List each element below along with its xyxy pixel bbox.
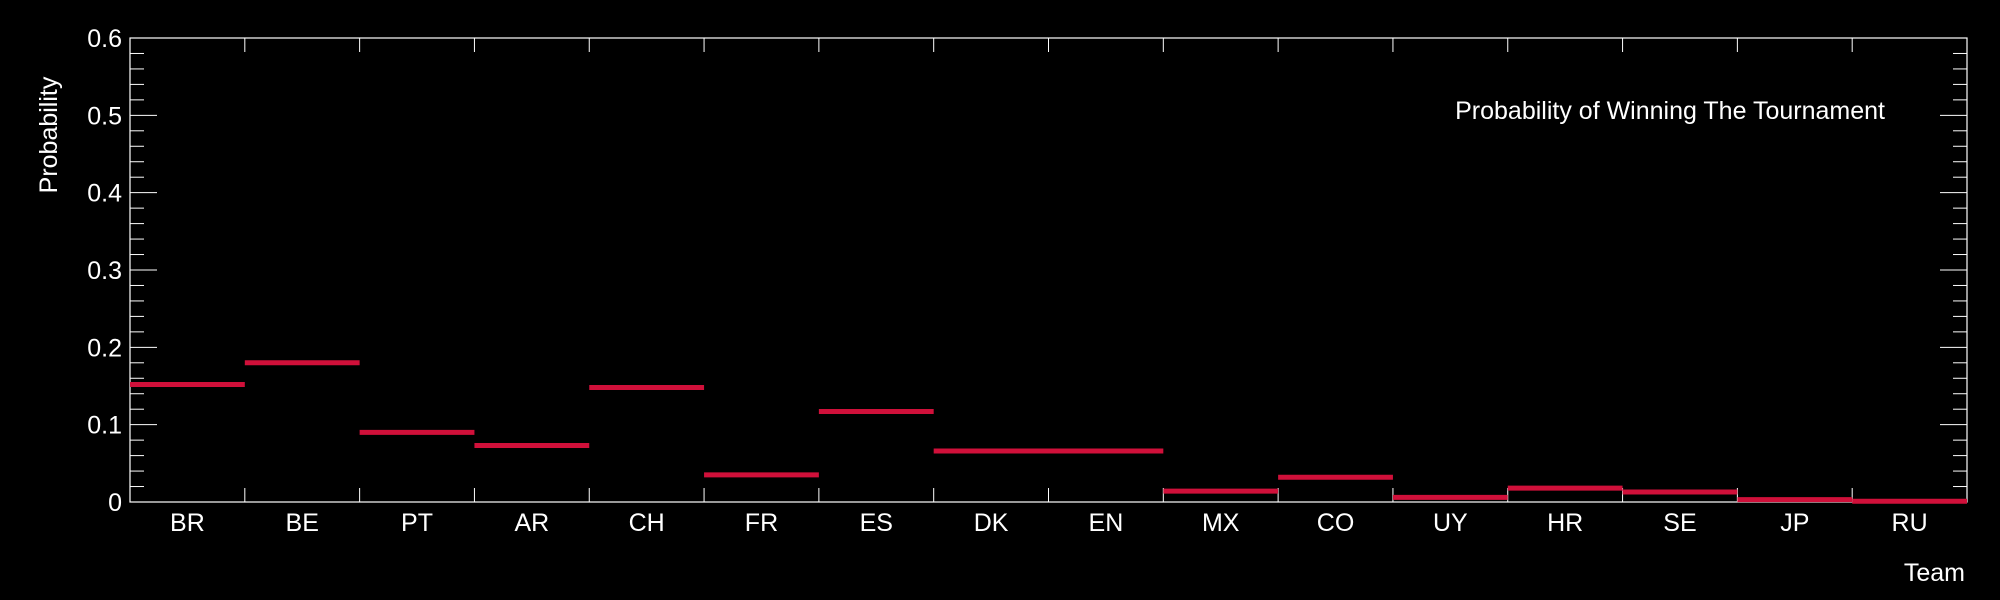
x-tick-label: PT xyxy=(401,509,433,537)
y-tick-label: 0.4 xyxy=(87,180,122,208)
x-tick-label: DK xyxy=(974,509,1009,537)
x-tick-label: SE xyxy=(1663,509,1696,537)
x-tick-label: HR xyxy=(1547,509,1583,537)
y-tick-labels: 0 0.1 0.2 0.3 0.4 0.5 0.6 xyxy=(87,25,122,517)
y-tick-label: 0.2 xyxy=(87,334,122,362)
x-tick-label: BR xyxy=(170,509,205,537)
y-tick-label: 0 xyxy=(108,489,122,517)
x-tick-label: JP xyxy=(1780,509,1809,537)
x-tick-label: ES xyxy=(860,509,893,537)
data-marks xyxy=(130,360,1967,504)
x-tick-label: MX xyxy=(1202,509,1240,537)
x-tick-label: UY xyxy=(1433,509,1468,537)
x-tick-label: BE xyxy=(286,509,319,537)
x-tick-labels: BR BE PT AR CH FR ES DK EN MX CO UY HR SE JP RU xyxy=(170,509,1928,537)
x-tick-label: FR xyxy=(745,509,778,537)
x-tick-label: AR xyxy=(514,509,549,537)
y-tick-label: 0.6 xyxy=(87,25,122,53)
y-axis-label: Probability xyxy=(35,76,63,193)
x-tick-label: CO xyxy=(1317,509,1355,537)
chart-title: Probability of Winning The Tournament xyxy=(1455,97,1885,125)
y-tick-label: 0.3 xyxy=(87,257,122,285)
x-tick-label: EN xyxy=(1089,509,1124,537)
x-axis-label: Team xyxy=(1904,559,1965,587)
x-tick-label: CH xyxy=(629,509,665,537)
axis-ticks xyxy=(130,37,1967,503)
y-tick-label: 0.1 xyxy=(87,412,122,440)
x-tick-label: RU xyxy=(1892,509,1928,537)
y-tick-label: 0.5 xyxy=(87,102,122,130)
